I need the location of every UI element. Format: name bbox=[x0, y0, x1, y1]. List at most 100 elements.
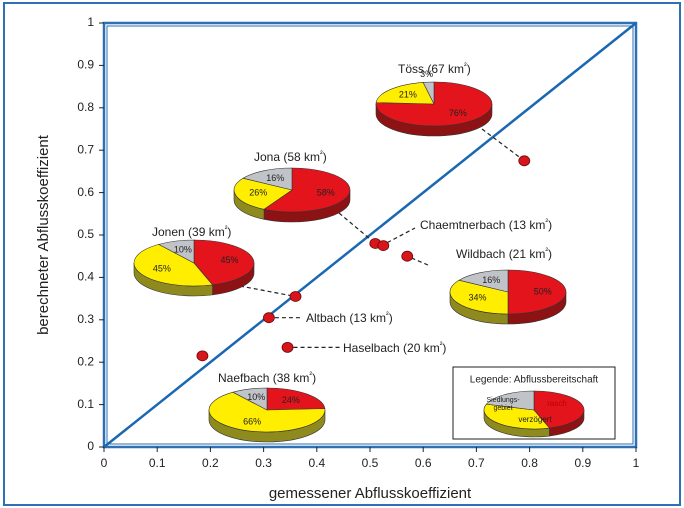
x-tick-label: 0.3 bbox=[255, 456, 272, 470]
x-tick-label: 0.7 bbox=[468, 456, 485, 470]
pie-label-fast: 76% bbox=[449, 108, 467, 118]
leader-jonen bbox=[239, 285, 296, 298]
pie-label-delayed: 34% bbox=[468, 293, 486, 303]
pie-label-settlement: 16% bbox=[266, 173, 284, 183]
point-töss bbox=[518, 155, 531, 167]
pie-label-settlement: 3% bbox=[420, 69, 433, 79]
point-label-chaemtnerbach: Chaemtnerbach (13 km²) bbox=[420, 217, 552, 233]
legend-label-settlement-1: Siedlungs- bbox=[486, 397, 520, 404]
reference-line bbox=[103, 22, 637, 448]
point-label-name: Chaemtnerbach bbox=[420, 218, 509, 232]
legend-pie bbox=[483, 390, 585, 438]
point-labels: Töss (67 km²) Jona (58 km²) Chaemtnerbach … bbox=[152, 61, 552, 386]
legend-label-fast: rasch bbox=[547, 399, 567, 408]
y-tick-label: 0.3 bbox=[77, 312, 94, 326]
leader-jona bbox=[338, 212, 376, 244]
pie-slice-fast bbox=[507, 269, 567, 315]
pie-label-delayed: 21% bbox=[399, 90, 417, 100]
point-jonen bbox=[289, 291, 302, 302]
pie-jonen: 45%45%10% bbox=[133, 239, 255, 297]
legend-label-settlement-2: gebiet bbox=[493, 405, 512, 412]
point-chaemtnerbach bbox=[377, 240, 390, 252]
y-tick-label: 0.9 bbox=[77, 58, 94, 72]
point-label-naefbach: Naefbach (38 km²) bbox=[218, 370, 316, 386]
pie-naefbach: 24% 66% 10% bbox=[208, 387, 326, 443]
x-tick-label: 0.5 bbox=[362, 456, 379, 470]
point-label-name: Töss bbox=[398, 62, 427, 76]
legend-title: Legende: Abflussbereitschaft bbox=[470, 375, 599, 386]
y-tick-label: 0.4 bbox=[77, 270, 94, 284]
pie-label-fast: 50% bbox=[534, 286, 552, 296]
point-label-name: Naefbach bbox=[218, 371, 273, 385]
pie-slice-delayed bbox=[233, 177, 293, 210]
plot-area-inner-border bbox=[106, 25, 634, 445]
point-label-area: (38 km²) bbox=[273, 370, 316, 386]
point-naefbach bbox=[196, 350, 209, 362]
leader-wildbach bbox=[407, 255, 429, 266]
point-label-altbach: Altbach (13 km²) bbox=[306, 310, 393, 326]
pie-wildbach: 50% 34% 16% bbox=[449, 269, 567, 325]
point-label-area: (67 km²) bbox=[427, 61, 470, 77]
pie-label-fast: 58% bbox=[317, 188, 335, 198]
x-tick-label: 0.1 bbox=[149, 456, 166, 470]
pie-slice-settlement bbox=[458, 269, 509, 293]
point-label-jona: Jona (58 km²) bbox=[254, 149, 327, 165]
y-tick-label: 0.5 bbox=[77, 227, 94, 241]
diagonal-line bbox=[103, 22, 637, 448]
point-label-haselbach: Haselbach (20 km²) bbox=[343, 340, 446, 356]
point-label-name: Jonen bbox=[152, 225, 188, 239]
y-axis-label: berechneter Abflusskoeffizient bbox=[35, 134, 52, 335]
leader-töss bbox=[481, 128, 525, 162]
leader-lines bbox=[239, 128, 525, 348]
pie-slice-fast bbox=[533, 390, 585, 429]
pie-slice-delayed bbox=[133, 244, 214, 287]
point-altbach bbox=[263, 312, 275, 324]
y-tick-label: 0.1 bbox=[77, 397, 94, 411]
leader-chaemtnerbach bbox=[387, 227, 416, 244]
point-label-wildbach: Wildbach (21 km²) bbox=[456, 246, 552, 262]
legend: Legende: Abflussbereitschaft rasch verzöge… bbox=[452, 366, 616, 440]
y-tick-label: 0.6 bbox=[77, 185, 94, 199]
x-tick-label: 0.6 bbox=[415, 456, 432, 470]
pie-slice-fast bbox=[193, 239, 255, 286]
pie-label-fast: 45% bbox=[221, 255, 239, 265]
point-label-name: Haselbach bbox=[343, 341, 403, 355]
pie-jona: 58% 26% 16% bbox=[233, 167, 351, 223]
y-tick-label: 0.8 bbox=[77, 100, 94, 114]
point-label-area: (39 km²) bbox=[188, 224, 231, 240]
pie-slice-fast bbox=[266, 387, 326, 411]
pie-slice-fast bbox=[263, 167, 351, 213]
point-label-area: (13 km²) bbox=[509, 217, 552, 233]
data-points bbox=[196, 155, 531, 362]
point-label-name: Jona bbox=[254, 150, 283, 164]
pie-label-settlement: 16% bbox=[482, 275, 500, 285]
pie-slice-delayed bbox=[208, 391, 326, 433]
x-tick-label: 1 bbox=[633, 456, 640, 470]
x-tick-label: 0.8 bbox=[521, 456, 538, 470]
pie-slice-settlement bbox=[157, 239, 195, 264]
pie-slice-settlement bbox=[242, 167, 293, 191]
y-tick-label: 0 bbox=[87, 439, 94, 453]
x-axis-label: gemessener Abflusskoeffizient bbox=[269, 485, 472, 502]
pie-label-settlement: 10% bbox=[247, 392, 265, 402]
pie-label-fast: 24% bbox=[282, 395, 300, 405]
y-tick-label: 0.7 bbox=[77, 142, 94, 156]
pie-slice-settlement bbox=[232, 387, 268, 411]
pie-slice-delayed bbox=[483, 403, 551, 430]
point-label-area: (13 km²) bbox=[349, 310, 392, 326]
pie-slice-settlement bbox=[422, 81, 435, 105]
pie-label-delayed: 66% bbox=[243, 416, 261, 426]
point-label-name: Wildbach bbox=[456, 247, 509, 261]
pie-label-delayed: 26% bbox=[249, 188, 267, 198]
y-tick-label: 1 bbox=[87, 15, 94, 29]
x-tick-label: 0.2 bbox=[202, 456, 219, 470]
point-label-area: (21 km²) bbox=[509, 246, 552, 262]
pie-label-settlement: 10% bbox=[174, 244, 192, 254]
x-tick-label: 0.9 bbox=[574, 456, 591, 470]
pie-töss: 76% 21% 3% bbox=[375, 69, 493, 137]
axes: 0 0.1 0.2 0.3 0.4 0.5 0.6 0.7 0.8 0.9 1 0 0.1 0.2 0.3 0… bbox=[35, 15, 640, 502]
x-tick-label: 0 bbox=[101, 456, 108, 470]
pie-label-delayed: 45% bbox=[153, 264, 171, 274]
point-label-name: Altbach bbox=[306, 311, 349, 325]
